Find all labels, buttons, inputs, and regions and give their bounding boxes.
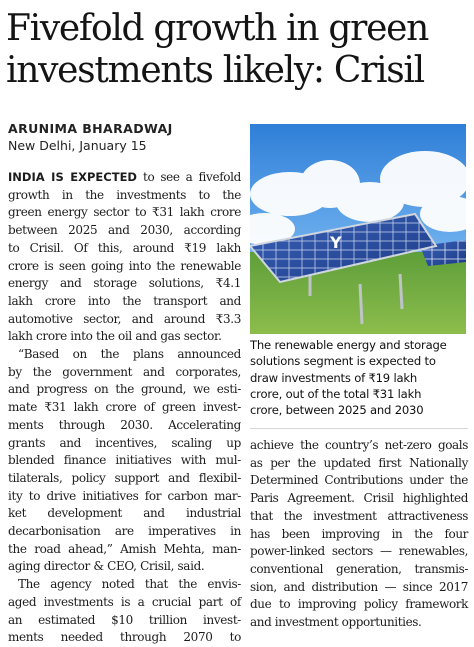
article-column-right: achieve the country’s net-zero goals as … bbox=[250, 437, 468, 632]
article-line: due to improving policy framework bbox=[250, 597, 468, 612]
article-line: energy and storage solutions, ₹4.1 bbox=[8, 276, 241, 291]
caption-line: solutions segment is expected to bbox=[250, 354, 436, 369]
article-line: aging director & CEO, Crisil, said. bbox=[8, 559, 205, 574]
article-line: between 2025 and 2030, according bbox=[8, 223, 241, 238]
article-line: The agency noted that the envis- bbox=[18, 577, 241, 592]
photo-caption: The renewable energy and storage solutio… bbox=[250, 337, 468, 418]
article-line: and investment opportunities. bbox=[250, 615, 422, 630]
article-line: achieve the country’s net-zero goals bbox=[250, 438, 468, 452]
caption-divider bbox=[250, 428, 468, 429]
article-line: the road ahead,” Amish Mehta, man- bbox=[8, 541, 241, 556]
article-line: green energy sector to ₹31 lakh crore bbox=[8, 205, 241, 220]
article-line: sion, and distribution — since 2017 bbox=[250, 579, 468, 594]
headline: Fivefold growth in green investments lik… bbox=[6, 8, 470, 92]
article-line: lakh crore into the oil and gas sector. bbox=[8, 329, 222, 344]
article-line: crore is seen going into the renewable bbox=[8, 258, 241, 273]
article-line: automotive sector, and around ₹3.3 bbox=[8, 311, 241, 326]
headline-line-2: investments likely: Crisil bbox=[6, 50, 425, 91]
article-line: by the government and corporates, bbox=[8, 364, 241, 379]
article-line: INDIA IS EXPECTED to see a fivefold bbox=[8, 170, 241, 184]
article-line: tilaterals, policy support and flexibil- bbox=[8, 470, 241, 485]
article-line: conventional generation, transmis- bbox=[250, 561, 468, 576]
article-line: has been improving in the four bbox=[250, 526, 468, 541]
article-line: grants and incentives, scaling up bbox=[8, 435, 241, 450]
article-line: ments through 2030. Accelerating bbox=[8, 417, 241, 432]
article-line: Paris Agreement. Crisil highlighted bbox=[250, 491, 468, 506]
article-line: aged investments is a crucial part of bbox=[8, 594, 241, 609]
article-line: lakh crore into the transport and bbox=[8, 293, 241, 308]
solar-panel-array-icon: Y bbox=[250, 124, 466, 334]
article-line: power-linked sectors — renewables, bbox=[250, 544, 468, 559]
dateline: New Delhi, January 15 bbox=[8, 138, 147, 153]
article-line: mate ₹31 lakh crore of green invest- bbox=[8, 400, 241, 415]
article-line: and progress on the ground, we esti- bbox=[8, 382, 241, 397]
article-column-left: INDIA IS EXPECTED to see a fivefold grow… bbox=[8, 169, 241, 647]
caption-line: crore, between 2025 and 2030 bbox=[250, 403, 424, 418]
article-line: ity to drive initiatives for carbon mar- bbox=[8, 488, 241, 503]
article-line: decarbonisation are imperatives in bbox=[8, 524, 241, 539]
headline-line-1: Fivefold growth in green bbox=[6, 8, 429, 49]
caption-line: draw investments of ₹19 lakh bbox=[250, 370, 418, 385]
caption-line: crore, out of the total ₹31 lakh bbox=[250, 386, 422, 401]
solar-panel-photo: Y bbox=[250, 124, 466, 334]
article-line: “Based on the plans announced bbox=[18, 347, 241, 362]
author-name: ARUNIMA BHARADWAJ bbox=[8, 121, 173, 136]
article-line: an estimated $10 trillion invest- bbox=[8, 612, 241, 627]
article-line: to Crisil. Of this, around ₹19 lakh bbox=[8, 240, 241, 255]
caption-line: The renewable energy and storage bbox=[250, 338, 447, 352]
lead-in: INDIA IS EXPECTED bbox=[8, 170, 137, 184]
article-line: as per the updated first Nationally bbox=[250, 455, 468, 470]
byline: ARUNIMA BHARADWAJ New Delhi, January 15 bbox=[8, 120, 173, 154]
article-line: Determined Contributions under the bbox=[250, 473, 468, 488]
article-line: blended finance initiatives with mul- bbox=[8, 453, 241, 468]
article-line: that the investment attractiveness bbox=[250, 508, 468, 523]
photo-watermark: Y bbox=[329, 233, 342, 252]
article-line: ket development and industrial bbox=[8, 506, 241, 521]
article-line: growth in the investments to the bbox=[8, 187, 241, 202]
